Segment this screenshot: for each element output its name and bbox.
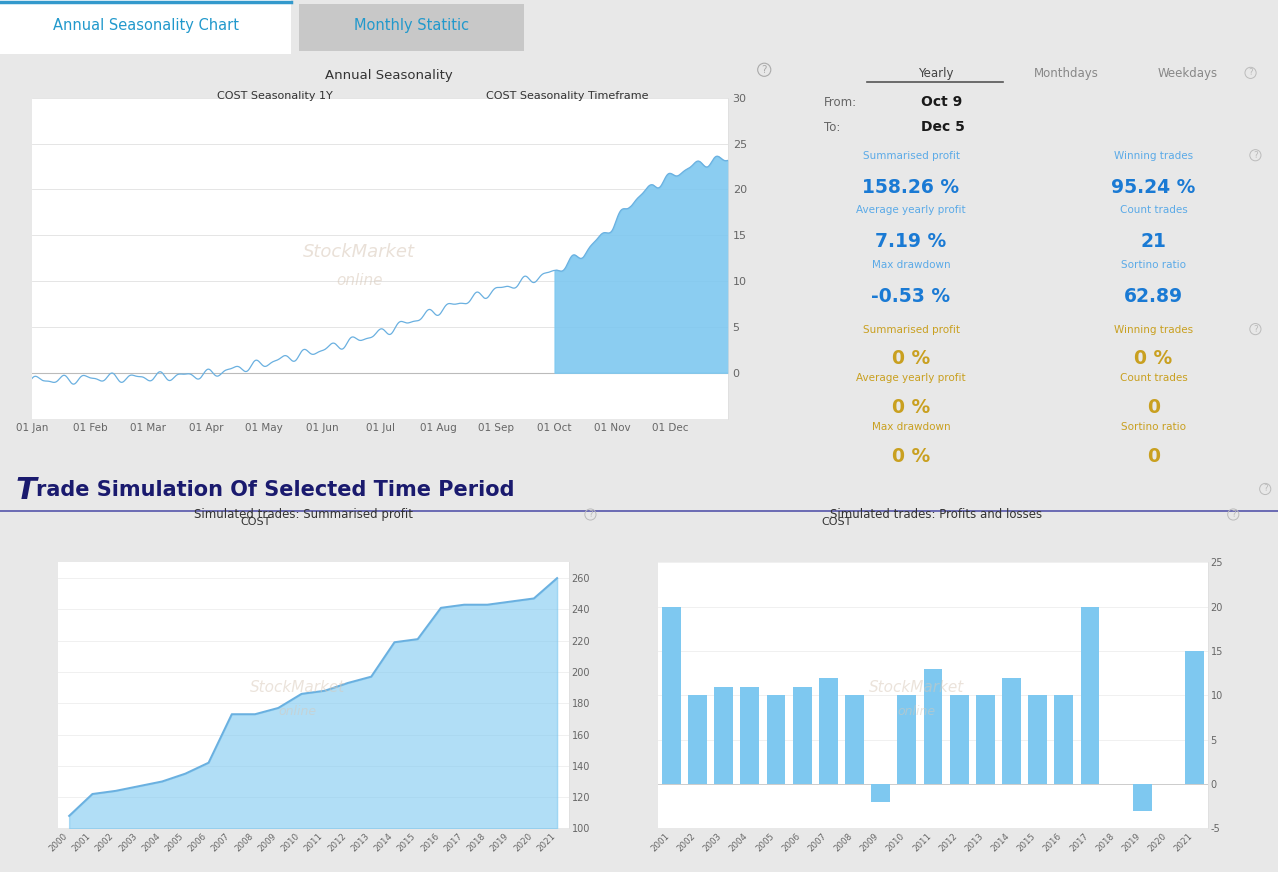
Text: ?: ?: [1252, 324, 1258, 334]
Text: COST: COST: [822, 517, 852, 528]
Text: COST Seasonality 1Y: COST Seasonality 1Y: [217, 91, 334, 101]
Text: StockMarket: StockMarket: [869, 680, 964, 695]
Text: online: online: [279, 705, 317, 718]
Text: Max drawdown: Max drawdown: [872, 260, 951, 269]
Text: 158.26 %: 158.26 %: [863, 178, 960, 197]
Bar: [1029, 696, 1047, 784]
Text: Monthdays: Monthdays: [1034, 67, 1099, 79]
Text: Annual Seasonality Chart: Annual Seasonality Chart: [52, 18, 239, 33]
Text: Dec 5: Dec 5: [920, 120, 965, 134]
Bar: [767, 696, 786, 784]
Text: To:: To:: [824, 120, 840, 133]
Bar: [662, 607, 681, 784]
Bar: [950, 696, 969, 784]
Text: Simulated trades: Profits and losses: Simulated trades: Profits and losses: [831, 508, 1042, 521]
Text: Summarised profit: Summarised profit: [863, 151, 960, 160]
Text: Yearly: Yearly: [918, 67, 953, 79]
Text: 7.19 %: 7.19 %: [875, 232, 947, 251]
FancyBboxPatch shape: [0, 0, 291, 54]
Text: ?: ?: [1252, 151, 1258, 160]
FancyBboxPatch shape: [299, 3, 524, 51]
Bar: [714, 686, 734, 784]
Bar: [1080, 607, 1099, 784]
Bar: [688, 696, 707, 784]
Text: StockMarket: StockMarket: [250, 680, 345, 695]
Text: Max drawdown: Max drawdown: [872, 422, 951, 433]
Text: rade Simulation Of Selected Time Period: rade Simulation Of Selected Time Period: [36, 480, 514, 501]
Text: From:: From:: [824, 96, 856, 109]
Text: Sortino ratio: Sortino ratio: [1121, 422, 1186, 433]
Text: ?: ?: [1249, 68, 1252, 78]
Text: 95.24 %: 95.24 %: [1112, 178, 1196, 197]
Text: StockMarket: StockMarket: [303, 242, 415, 261]
Bar: [1132, 784, 1151, 811]
Bar: [792, 686, 812, 784]
Text: Winning trades: Winning trades: [1114, 324, 1194, 335]
Bar: [845, 696, 864, 784]
Text: ?: ?: [1231, 510, 1236, 519]
Text: 0 %: 0 %: [892, 349, 930, 368]
Text: Annual Seasonality: Annual Seasonality: [325, 70, 452, 82]
Text: Monthly Statitic: Monthly Statitic: [354, 18, 469, 33]
Text: ?: ?: [1263, 485, 1268, 494]
Bar: [819, 678, 837, 784]
Bar: [1054, 696, 1074, 784]
Bar: [924, 669, 942, 784]
Text: -0.53 %: -0.53 %: [872, 287, 951, 306]
Text: Count trades: Count trades: [1120, 373, 1187, 384]
Text: 0 %: 0 %: [892, 446, 930, 466]
Text: 0 %: 0 %: [892, 398, 930, 417]
Bar: [1185, 651, 1204, 784]
Text: 0 %: 0 %: [1135, 349, 1173, 368]
Text: Sortino ratio: Sortino ratio: [1121, 260, 1186, 269]
Text: Summarised profit: Summarised profit: [863, 324, 960, 335]
Text: Average yearly profit: Average yearly profit: [856, 373, 966, 384]
Text: Oct 9: Oct 9: [920, 95, 962, 109]
Text: 21: 21: [1141, 232, 1167, 251]
Bar: [897, 696, 916, 784]
Text: COST: COST: [240, 517, 271, 528]
Text: 0: 0: [1148, 398, 1160, 417]
Text: 0: 0: [1148, 446, 1160, 466]
Text: Weekdays: Weekdays: [1158, 67, 1218, 79]
Bar: [1002, 678, 1021, 784]
Text: Simulated trades: Summarised profit: Simulated trades: Summarised profit: [194, 508, 413, 521]
Text: ?: ?: [588, 510, 593, 519]
Text: online: online: [336, 273, 382, 288]
Bar: [740, 686, 759, 784]
Text: COST Seasonality Timeframe: COST Seasonality Timeframe: [486, 91, 648, 101]
Text: Winning trades: Winning trades: [1114, 151, 1194, 160]
Text: Average yearly profit: Average yearly profit: [856, 205, 966, 215]
Text: 62.89: 62.89: [1123, 287, 1183, 306]
Bar: [976, 696, 994, 784]
Bar: [872, 784, 889, 802]
Text: ?: ?: [762, 65, 767, 75]
Text: T: T: [15, 475, 36, 505]
Text: online: online: [897, 705, 935, 718]
Text: Count trades: Count trades: [1120, 205, 1187, 215]
